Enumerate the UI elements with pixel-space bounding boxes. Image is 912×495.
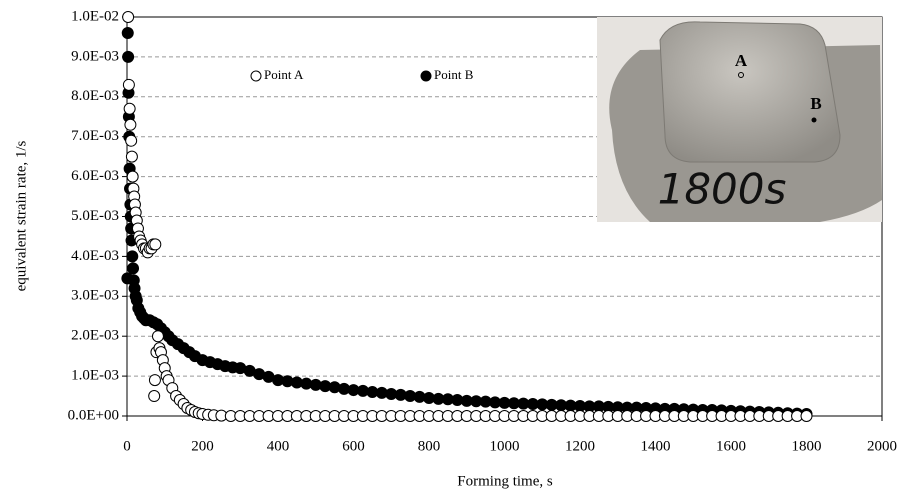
data-point (121, 26, 134, 39)
y-tick-label: 8.0E-03 (71, 88, 119, 104)
data-point (122, 50, 135, 63)
x-tick-label: 600 (342, 438, 365, 454)
x-tick-label: 1400 (641, 438, 671, 454)
data-point (127, 262, 140, 275)
x-tick-label: 1600 (716, 438, 746, 454)
y-tick-label: 7.0E-03 (71, 128, 119, 144)
y-tick-label: 3.0E-03 (71, 288, 119, 304)
legend-label: Point A (264, 67, 304, 82)
y-tick-label: 9.0E-03 (71, 48, 119, 64)
data-point (149, 238, 162, 251)
data-point (126, 250, 139, 263)
data-point (148, 374, 161, 387)
y-tick-label: 6.0E-03 (71, 168, 119, 184)
legend-label: Point B (434, 67, 474, 82)
data-point (800, 410, 813, 422)
y-tick-label: 4.0E-03 (71, 248, 119, 264)
x-tick-label: 200 (191, 438, 214, 454)
data-point (124, 118, 137, 131)
x-tick-label: 1000 (490, 438, 520, 454)
annotation: A (735, 51, 748, 70)
x-tick-label: 1800 (792, 438, 822, 454)
data-point (123, 102, 136, 115)
legend-marker (250, 70, 262, 82)
y-tick-label: 2.0E-03 (71, 328, 119, 344)
data-point (122, 11, 135, 23)
data-point (122, 78, 135, 91)
data-point (125, 134, 138, 147)
legend-marker (420, 70, 432, 82)
annotation: B (810, 94, 821, 113)
data-point (126, 170, 139, 183)
inset-photo: A B 1800s (597, 17, 882, 222)
x-tick-label: 1200 (565, 438, 595, 454)
x-tick-label: 800 (418, 438, 441, 454)
y-tick-label: 5.0E-03 (71, 208, 119, 224)
annotation: 1800s (658, 165, 787, 214)
y-tick-label: 0.0E+00 (68, 407, 119, 423)
y-tick-label: 1.0E-02 (71, 8, 119, 24)
x-axis-title: Forming time, s (457, 473, 553, 489)
data-point (148, 390, 161, 403)
y-axis-title: equivalent strain rate, 1/s (13, 140, 29, 291)
y-tick-label: 1.0E-03 (71, 368, 119, 384)
x-tick-label: 2000 (867, 438, 897, 454)
data-point (151, 330, 164, 343)
x-tick-label: 400 (267, 438, 290, 454)
point-a-marker (738, 72, 744, 78)
data-point (125, 150, 138, 163)
point-b-marker (811, 117, 817, 123)
x-tick-label: 0 (123, 438, 131, 454)
cup (659, 21, 841, 163)
